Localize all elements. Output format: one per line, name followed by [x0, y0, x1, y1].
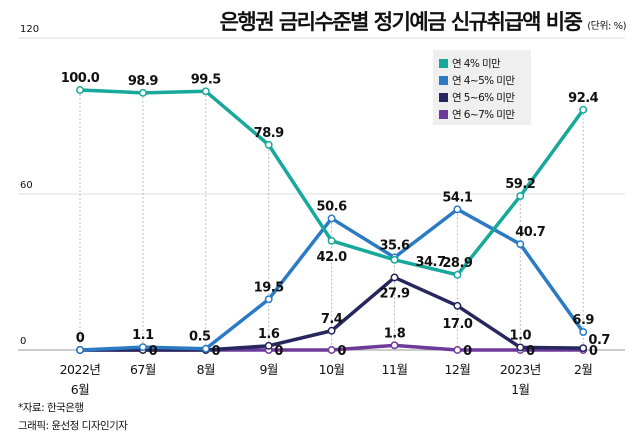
data-label: 27.9: [379, 286, 410, 301]
data-label: 59.2: [505, 177, 535, 192]
data-point: [264, 295, 273, 304]
credit-note: 그래픽: 윤선정 디자인기자: [18, 420, 128, 432]
x-tick-label: 6월: [71, 382, 89, 397]
data-point: [327, 326, 336, 335]
data-label: 99.5: [191, 72, 222, 87]
unit-label: (단위: %): [587, 21, 626, 32]
data-label: 0: [274, 344, 283, 359]
x-tick-label: 2023년: [500, 362, 541, 377]
data-point: [76, 346, 84, 354]
legend-item: 연 4~5% 미만: [439, 72, 531, 89]
data-label: 0.7: [588, 333, 610, 348]
legend-label: 연 6~7% 미만: [452, 109, 515, 121]
data-label: 35.6: [379, 238, 410, 253]
data-label: 0: [76, 331, 85, 346]
data-label: 0: [212, 344, 221, 359]
data-label: 6.9: [572, 313, 594, 328]
x-tick-label: 12월: [444, 362, 470, 377]
data-point: [453, 205, 462, 214]
legend-swatch: [439, 59, 448, 68]
data-label: 1.1: [132, 328, 154, 343]
data-point: [390, 273, 399, 282]
data-label: 50.6: [317, 199, 348, 214]
data-point: [327, 236, 336, 245]
x-tick-label: 67월: [130, 362, 156, 377]
x-tick-label: 11월: [382, 362, 408, 377]
data-label: 78.9: [254, 126, 285, 141]
data-point: [516, 240, 525, 249]
y-tick-label: 120: [20, 24, 39, 35]
data-label: 0: [337, 344, 346, 359]
legend-label: 연 4% 미만: [452, 58, 501, 70]
data-label: 7.4: [321, 312, 343, 327]
data-point: [516, 192, 525, 201]
data-label: 1.6: [258, 327, 280, 342]
data-point: [453, 301, 462, 310]
data-label: 54.1: [442, 190, 473, 205]
legend-item: 연 4% 미만: [439, 55, 531, 72]
data-point: [138, 88, 147, 97]
data-point: [138, 343, 147, 352]
data-point: [327, 214, 336, 223]
data-label: 28.9: [442, 256, 473, 271]
x-tick-label: 9월: [259, 362, 277, 377]
source-note: *자료: 한국은행: [18, 402, 84, 414]
title-text: 은행권 금리수준별 정기예금 신규취급액 비중: [219, 10, 583, 34]
data-point: [76, 86, 84, 94]
data-label: 42.0: [317, 250, 348, 265]
legend-label: 연 5~6% 미만: [452, 92, 515, 104]
data-label: 40.7: [515, 225, 546, 240]
data-point: [453, 270, 462, 279]
data-point: [201, 87, 210, 96]
data-point: [579, 105, 588, 114]
data-label: 92.4: [568, 91, 599, 106]
data-label: 1.0: [510, 328, 532, 343]
data-label: 19.5: [254, 280, 285, 295]
y-tick-label: 60: [20, 180, 33, 191]
data-label: 1.8: [384, 326, 406, 341]
data-point: [264, 341, 273, 350]
y-tick-label: 0: [20, 336, 26, 347]
legend-item: 연 5~6% 미만: [439, 89, 531, 106]
data-label: 0: [463, 344, 472, 359]
data-label: 0.5: [189, 330, 211, 345]
data-label: 0: [526, 344, 535, 359]
data-label: 17.0: [442, 317, 473, 332]
data-point: [201, 344, 210, 353]
x-tick-label: 2월: [574, 362, 592, 377]
data-point: [390, 341, 399, 350]
legend-label: 연 4~5% 미만: [452, 75, 515, 87]
legend-swatch: [439, 93, 448, 102]
data-label: 0: [589, 344, 598, 359]
data-point: [327, 346, 336, 354]
legend-swatch: [439, 110, 448, 119]
legend-swatch: [439, 76, 448, 85]
data-label: 0: [149, 344, 158, 359]
legend-item: 연 6~7% 미만: [439, 106, 531, 123]
x-tick-label: 1월: [511, 382, 529, 397]
data-point: [579, 344, 588, 353]
data-point: [453, 346, 462, 354]
legend: 연 4% 미만 연 4~5% 미만 연 5~6% 미만 연 6~7% 미만: [433, 50, 531, 125]
data-label: 100.0: [61, 71, 100, 86]
data-label: 34.7: [415, 255, 446, 270]
data-point: [264, 140, 273, 149]
data-point: [579, 328, 588, 337]
x-tick-label: 10월: [319, 362, 345, 377]
data-label: 98.9: [128, 74, 159, 89]
x-tick-label: 2022년: [60, 362, 101, 377]
data-point: [390, 255, 399, 264]
x-tick-label: 8월: [197, 362, 215, 377]
data-point: [516, 343, 525, 352]
chart-title: 은행권 금리수준별 정기예금 신규취급액 비중 (단위: %): [219, 6, 627, 36]
